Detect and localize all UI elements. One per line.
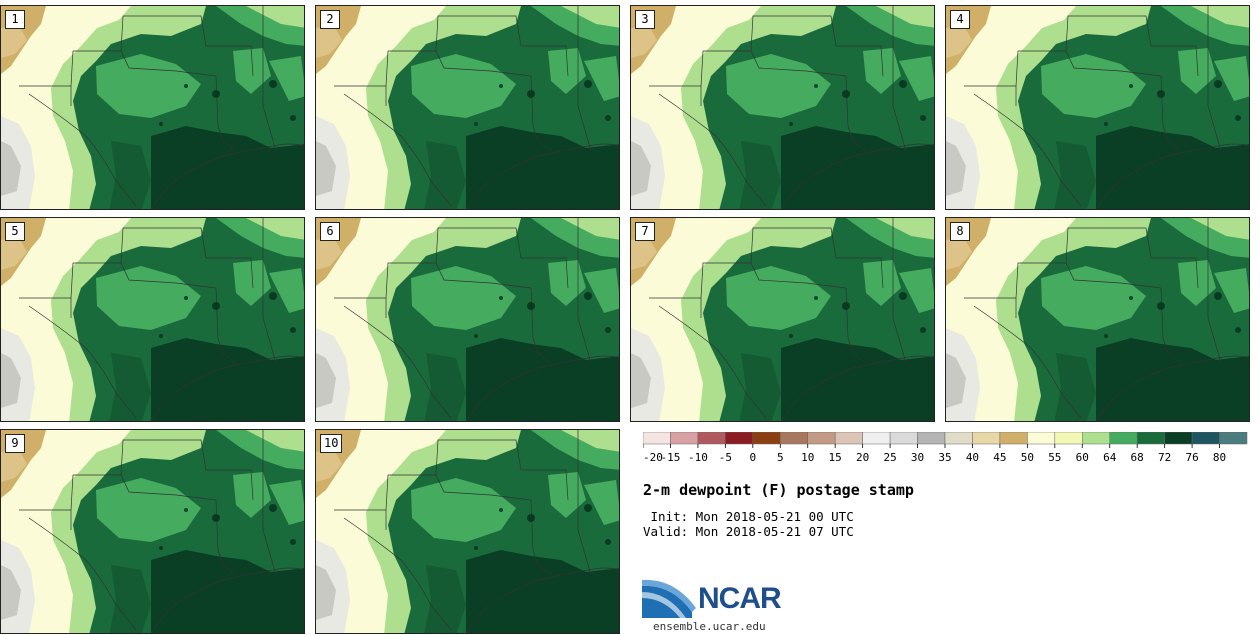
member-map-1: 1 [0, 5, 305, 210]
colorbar-tick-label: 20 [856, 451, 869, 464]
member-map-5: 5 [0, 217, 305, 422]
colorbar-tick-label: 15 [829, 451, 842, 464]
colorbar-tick-label: 80 [1213, 451, 1226, 464]
colorbar-swatch [643, 432, 671, 445]
colorbar-tick-label: 25 [883, 451, 896, 464]
member-number-label: 7 [635, 222, 655, 241]
dewpoint-map [1, 430, 304, 633]
colorbar-tick-label: 68 [1131, 451, 1144, 464]
dewpoint-map [946, 218, 1249, 421]
colorbar-tick-label: 55 [1048, 451, 1061, 464]
colorbar-swatch [972, 432, 1001, 445]
colorbar-swatch [1054, 432, 1083, 445]
colorbar-tick-label: 50 [1021, 451, 1034, 464]
member-number-label: 2 [320, 10, 340, 29]
colorbar-tick-label: 0 [750, 451, 757, 464]
colorbar-swatch [752, 432, 781, 445]
dewpoint-map [631, 218, 934, 421]
dewpoint-map [316, 430, 619, 633]
valid-time: Valid: Mon 2018-05-21 07 UTC [643, 524, 854, 539]
colorbar-swatch [807, 432, 836, 445]
colorbar-swatch [917, 432, 946, 445]
colorbar-tick-label: -20 [643, 451, 663, 464]
colorbar-tick-label: 40 [966, 451, 979, 464]
dewpoint-map [316, 6, 619, 209]
ncar-logo[interactable]: NCAR [642, 578, 792, 622]
colorbar-swatch [1191, 432, 1220, 445]
colorbar-swatch [780, 432, 808, 445]
member-number-label: 1 [5, 10, 25, 29]
colorbar-swatch [1219, 432, 1248, 445]
colorbar-swatch [1136, 432, 1165, 445]
member-number-label: 3 [635, 10, 655, 29]
colorbar-tick-label: -5 [719, 451, 732, 464]
colorbar-tick-label: 5 [777, 451, 784, 464]
colorbar-swatch [862, 432, 891, 445]
member-map-6: 6 [315, 217, 620, 422]
dewpoint-map [631, 6, 934, 209]
colorbar-tick-label: 45 [993, 451, 1006, 464]
colorbar-swatch [1109, 432, 1138, 445]
member-number-label: 4 [950, 10, 970, 29]
ensemble-url[interactable]: ensemble.ucar.edu [653, 620, 766, 633]
member-map-10: 10 [315, 429, 620, 634]
ncar-swoosh-icon [642, 579, 696, 618]
member-map-2: 2 [315, 5, 620, 210]
member-map-8: 8 [945, 217, 1250, 422]
colorbar-swatch [1027, 432, 1056, 445]
colorbar-tick-label: 72 [1158, 451, 1171, 464]
dewpoint-map [946, 6, 1249, 209]
member-map-3: 3 [630, 5, 935, 210]
dewpoint-map [1, 218, 304, 421]
colorbar-swatch [697, 432, 726, 445]
colorbar-tick-label: 10 [801, 451, 814, 464]
dewpoint-map [316, 218, 619, 421]
colorbar-tick-label: -10 [688, 451, 708, 464]
member-number-label: 8 [950, 222, 970, 241]
colorbar-tick-label: 64 [1103, 451, 1117, 464]
dewpoint-map [1, 6, 304, 209]
colorbar-swatch [670, 432, 699, 445]
member-map-4: 4 [945, 5, 1250, 210]
colorbar-swatch [999, 432, 1028, 445]
init-time: Init: Mon 2018-05-21 00 UTC [643, 509, 854, 524]
colorbar-tick-label: 76 [1185, 451, 1198, 464]
figure-title: 2-m dewpoint (F) postage stamp [643, 481, 914, 499]
colorbar-swatch [944, 432, 973, 445]
colorbar-tick-label: -15 [661, 451, 681, 464]
member-map-7: 7 [630, 217, 935, 422]
ncar-logo-text: NCAR [698, 582, 782, 615]
colorbar-swatch [725, 432, 754, 445]
colorbar-swatch [834, 432, 863, 445]
member-number-label: 10 [320, 434, 343, 453]
colorbar-swatch [1164, 432, 1193, 445]
colorbar-swatch [889, 432, 918, 445]
member-number-label: 9 [5, 434, 25, 453]
member-number-label: 6 [320, 222, 340, 241]
colorbar-tick-label: 60 [1076, 451, 1089, 464]
member-number-label: 5 [5, 222, 25, 241]
colorbar-tick-label: 30 [911, 451, 924, 464]
colorbar-tick-label: 35 [938, 451, 951, 464]
member-map-9: 9 [0, 429, 305, 634]
colorbar-swatch [1082, 432, 1110, 445]
colorbar: -20-15 -10 -5 0 5 10 15 20 25 30 35 40 45 50 55 60 64 68 7… [643, 432, 1248, 464]
